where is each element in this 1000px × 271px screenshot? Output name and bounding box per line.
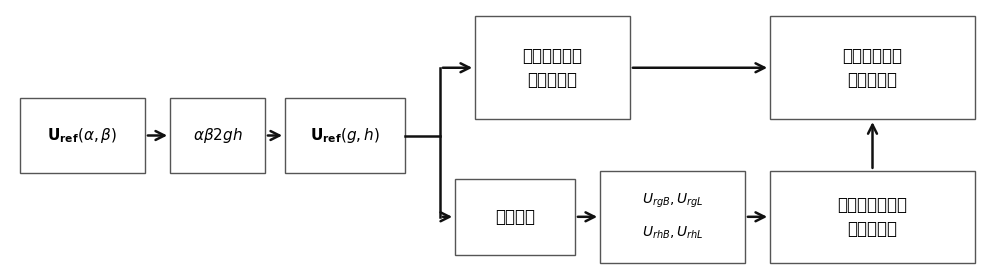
Text: 取整运算: 取整运算 (495, 208, 535, 226)
FancyBboxPatch shape (285, 98, 405, 173)
FancyBboxPatch shape (170, 98, 265, 173)
FancyBboxPatch shape (20, 98, 145, 173)
Text: $\mathbf{U}_{\mathbf{ref}}(g,h)$: $\mathbf{U}_{\mathbf{ref}}(g,h)$ (310, 126, 380, 145)
Text: $U_{rhB},U_{rhL}$: $U_{rhB},U_{rhL}$ (642, 225, 703, 241)
FancyBboxPatch shape (455, 179, 575, 255)
FancyBboxPatch shape (770, 16, 975, 119)
Text: $\mathbf{U}_{\mathbf{ref}}(\alpha,\beta)$: $\mathbf{U}_{\mathbf{ref}}(\alpha,\beta)… (47, 126, 118, 145)
FancyBboxPatch shape (475, 16, 630, 119)
Text: 基本矢量作用
序列的安排: 基本矢量作用 序列的安排 (842, 47, 902, 89)
Text: $\alpha\beta 2gh$: $\alpha\beta 2gh$ (193, 126, 242, 145)
Text: $U_{rgB},U_{rgL}$: $U_{rgB},U_{rgL}$ (642, 191, 703, 210)
FancyBboxPatch shape (770, 171, 975, 263)
Text: 最近基本矢量作
用时间计算: 最近基本矢量作 用时间计算 (838, 196, 908, 238)
FancyBboxPatch shape (600, 171, 745, 263)
Text: 二分法判断参
考矢量位置: 二分法判断参 考矢量位置 (522, 47, 582, 89)
